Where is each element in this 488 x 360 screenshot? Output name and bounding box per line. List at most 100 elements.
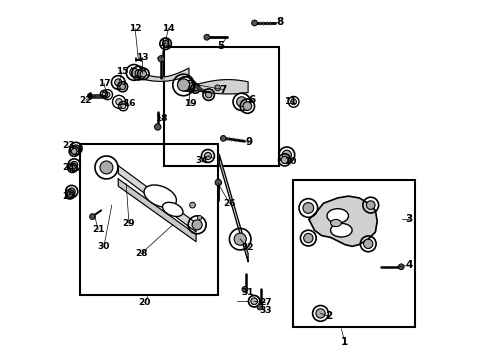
Polygon shape	[118, 179, 196, 242]
Bar	[292, 180, 414, 327]
Circle shape	[215, 179, 221, 186]
Circle shape	[281, 156, 287, 163]
Text: 25: 25	[61, 192, 74, 201]
Ellipse shape	[143, 185, 176, 207]
Circle shape	[203, 35, 209, 40]
Text: 30: 30	[98, 242, 110, 251]
Text: 22: 22	[80, 96, 92, 105]
Circle shape	[68, 188, 75, 195]
Circle shape	[120, 84, 125, 90]
Circle shape	[177, 79, 189, 91]
Circle shape	[282, 150, 291, 159]
Text: 18: 18	[155, 114, 167, 123]
Circle shape	[140, 71, 146, 77]
Polygon shape	[118, 166, 196, 232]
Text: 33: 33	[259, 306, 271, 315]
Circle shape	[250, 298, 257, 305]
Circle shape	[243, 102, 251, 111]
Circle shape	[89, 214, 95, 220]
Circle shape	[70, 161, 78, 168]
Circle shape	[204, 152, 211, 159]
Text: 7: 7	[219, 85, 226, 95]
Text: 5: 5	[217, 41, 224, 50]
Text: 11: 11	[158, 39, 171, 48]
Text: 2: 2	[325, 311, 332, 321]
Text: 32: 32	[241, 243, 253, 252]
Text: 34: 34	[196, 156, 208, 165]
Circle shape	[214, 85, 220, 91]
Circle shape	[192, 220, 202, 230]
Text: 15: 15	[115, 67, 128, 76]
Text: 27: 27	[259, 298, 271, 307]
Circle shape	[87, 94, 92, 98]
Circle shape	[303, 203, 313, 213]
Text: 17: 17	[98, 79, 110, 88]
Polygon shape	[194, 80, 247, 94]
Circle shape	[236, 97, 246, 107]
Text: 16: 16	[122, 99, 135, 108]
Circle shape	[162, 41, 168, 47]
Circle shape	[303, 233, 312, 243]
Circle shape	[315, 309, 325, 318]
Circle shape	[189, 202, 195, 208]
Bar	[163, 47, 278, 166]
Circle shape	[121, 104, 125, 109]
Circle shape	[100, 161, 113, 174]
Text: 20: 20	[138, 298, 151, 307]
Circle shape	[72, 145, 80, 152]
Circle shape	[290, 99, 296, 105]
Text: 13: 13	[136, 53, 148, 62]
Bar	[80, 144, 217, 295]
Polygon shape	[308, 196, 376, 246]
Circle shape	[187, 83, 194, 89]
Ellipse shape	[330, 224, 351, 237]
Circle shape	[197, 216, 202, 220]
Text: 29: 29	[122, 219, 135, 228]
Text: 6: 6	[248, 95, 256, 105]
Text: 3: 3	[404, 215, 411, 224]
Text: 9: 9	[245, 138, 252, 147]
Circle shape	[234, 233, 246, 245]
Circle shape	[105, 92, 110, 97]
Circle shape	[205, 91, 211, 98]
Circle shape	[154, 124, 161, 130]
Text: 19: 19	[183, 99, 196, 108]
Circle shape	[257, 304, 262, 310]
Circle shape	[158, 55, 164, 62]
Text: 24: 24	[61, 163, 74, 172]
Circle shape	[363, 239, 372, 248]
Circle shape	[135, 69, 142, 77]
Text: 21: 21	[92, 225, 104, 234]
Circle shape	[102, 92, 105, 96]
Circle shape	[69, 165, 75, 171]
Circle shape	[250, 298, 257, 305]
Text: 26: 26	[223, 199, 235, 208]
Text: 12: 12	[129, 24, 141, 33]
Text: 14: 14	[162, 24, 174, 33]
Circle shape	[220, 135, 226, 141]
Circle shape	[242, 287, 247, 292]
Text: 10: 10	[284, 157, 296, 166]
Ellipse shape	[330, 220, 341, 226]
Ellipse shape	[162, 202, 183, 216]
Text: 23: 23	[61, 141, 74, 150]
Polygon shape	[131, 68, 188, 81]
Circle shape	[129, 68, 138, 77]
Text: 11: 11	[284, 96, 296, 105]
Circle shape	[115, 79, 122, 86]
Text: 31: 31	[241, 288, 253, 297]
Polygon shape	[219, 155, 247, 262]
Circle shape	[366, 201, 374, 210]
Circle shape	[192, 86, 198, 91]
Circle shape	[116, 99, 122, 105]
Text: 1: 1	[341, 337, 348, 347]
Text: 4: 4	[404, 260, 411, 270]
Text: 28: 28	[135, 249, 147, 258]
Circle shape	[181, 80, 189, 88]
Circle shape	[251, 20, 257, 26]
Ellipse shape	[326, 209, 348, 223]
Circle shape	[71, 148, 77, 154]
Text: 8: 8	[275, 17, 283, 27]
Circle shape	[398, 264, 403, 270]
Circle shape	[67, 192, 73, 197]
